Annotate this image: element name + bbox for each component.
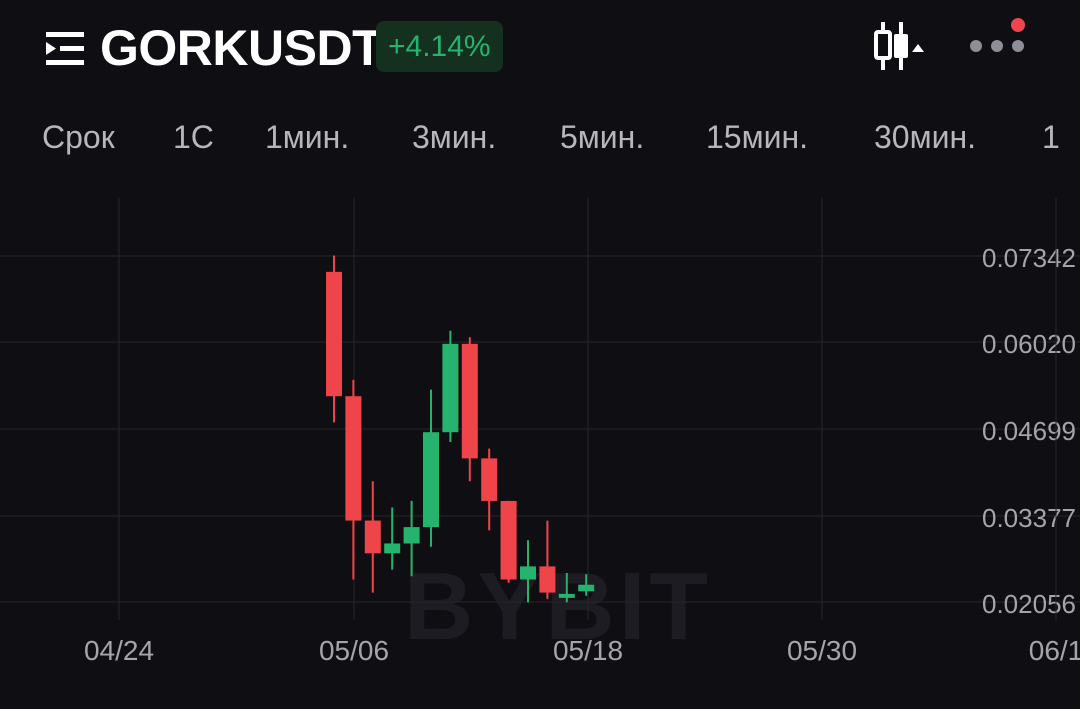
timeframe-tabs: Срок 1С 1мин. 3мин. 5мин. 15мин. 30мин. … bbox=[0, 110, 1080, 164]
candle-body bbox=[578, 584, 595, 592]
candlestick-chart[interactable]: 0.07342 0.06020 0.04699 0.03377 0.02056 04/24… bbox=[0, 190, 1080, 709]
x-tick-label: 05/06 bbox=[319, 635, 389, 666]
candle-body bbox=[423, 432, 439, 528]
candle-down[interactable] bbox=[481, 448, 498, 531]
candle-body bbox=[500, 500, 517, 580]
x-tick-label: 05/30 bbox=[787, 635, 857, 666]
symbol-title[interactable]: GORKUSDT bbox=[100, 20, 383, 76]
x-tick-label: 05/18 bbox=[553, 635, 623, 666]
more-dots-icon[interactable] bbox=[966, 16, 1030, 66]
candle-body bbox=[558, 593, 575, 598]
tab-5min[interactable]: 5мин. bbox=[560, 119, 645, 155]
tab-30min[interactable]: 30мин. bbox=[874, 119, 977, 155]
candle-up[interactable] bbox=[384, 507, 401, 570]
candle-up[interactable] bbox=[520, 540, 536, 603]
candle-body bbox=[539, 566, 556, 593]
tab-3min[interactable]: 3мин. bbox=[412, 119, 497, 155]
candle-body bbox=[520, 566, 536, 580]
candle-up[interactable] bbox=[558, 572, 575, 603]
candle-down[interactable] bbox=[345, 379, 362, 580]
candle-up[interactable] bbox=[578, 574, 595, 596]
y-tick-label: 0.07342 bbox=[982, 243, 1076, 273]
candlestick-toggle-icon[interactable] bbox=[872, 20, 928, 72]
candle-body bbox=[481, 458, 498, 501]
x-tick-label: 06/1 bbox=[1029, 635, 1080, 666]
y-tick-label: 0.06020 bbox=[982, 329, 1076, 359]
candle-body bbox=[384, 543, 401, 554]
candle-down[interactable] bbox=[326, 255, 342, 423]
candle-up[interactable] bbox=[423, 389, 439, 547]
candle-down[interactable] bbox=[500, 500, 517, 583]
candle-body bbox=[326, 271, 342, 397]
candle-up[interactable] bbox=[403, 500, 420, 577]
candle-body bbox=[442, 343, 459, 433]
x-tick-label: 04/24 bbox=[84, 635, 154, 666]
tab-1min[interactable]: 1мин. bbox=[265, 119, 350, 155]
price-change-badge: +4.14% bbox=[376, 21, 503, 72]
candle-body bbox=[364, 520, 381, 554]
price-chart[interactable]: BYBIT 0.07342 0.06020 0.04699 0.03377 0.0205… bbox=[0, 190, 1080, 709]
tab-term[interactable]: Срок bbox=[42, 119, 115, 155]
tab-15min[interactable]: 15мин. bbox=[706, 119, 809, 155]
candle-down[interactable] bbox=[539, 520, 556, 600]
candle-up[interactable] bbox=[442, 330, 459, 443]
candle-body bbox=[345, 396, 362, 521]
menu-list-icon[interactable] bbox=[44, 28, 88, 68]
candle-down[interactable] bbox=[461, 337, 478, 482]
candle-body bbox=[461, 343, 478, 459]
notification-dot bbox=[1011, 18, 1025, 32]
candle-body bbox=[403, 527, 420, 544]
header: GORKUSDT +4.14% bbox=[0, 0, 1080, 96]
y-tick-label: 0.02056 bbox=[982, 589, 1076, 619]
watermark-logo: BYBIT bbox=[404, 553, 712, 660]
tab-1s[interactable]: 1С bbox=[173, 119, 214, 155]
y-tick-label: 0.04699 bbox=[982, 416, 1076, 446]
y-tick-label: 0.03377 bbox=[982, 503, 1076, 533]
candle-down[interactable] bbox=[364, 481, 381, 593]
tab-1h[interactable]: 1 bbox=[1042, 119, 1060, 155]
